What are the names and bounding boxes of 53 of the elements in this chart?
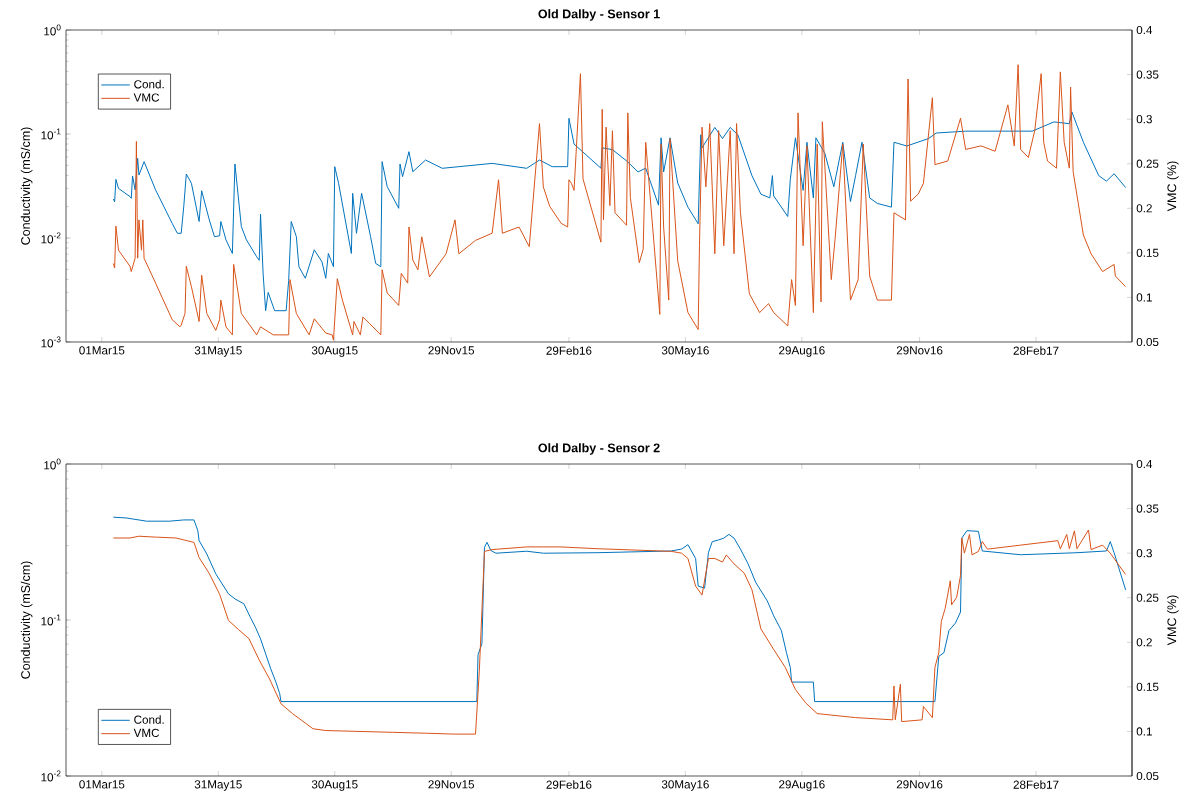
legend-label: Cond. — [134, 715, 164, 724]
y-tick-label: 10$^{0}$ — [44, 458, 61, 470]
y2-tick-label: 0.3 — [1136, 549, 1152, 558]
y2-tick-label: 0.15 — [1136, 248, 1159, 257]
y2-tick-label: 0.15 — [1136, 682, 1159, 691]
y2-tick-label: 0.1 — [1136, 293, 1152, 302]
x-tick-label: 31May15 — [194, 346, 242, 357]
x-tick-label: 28Feb17 — [1013, 346, 1059, 355]
legend-label: VMC — [133, 93, 160, 102]
x-tick-label: 29Nov15 — [428, 346, 475, 355]
x-tick-label: 29Feb16 — [546, 780, 592, 789]
y2-tick-label: 0.25 — [1136, 159, 1159, 168]
y2-tick-label: 0.25 — [1136, 593, 1159, 602]
y2-tick-label: 0.4 — [1136, 25, 1153, 35]
y2-tick-label: 0.4 — [1136, 459, 1153, 469]
x-tick-label: 30Aug15 — [311, 346, 358, 357]
line-series — [112, 64, 1127, 341]
y2-tick-label: 0.2 — [1136, 204, 1152, 213]
x-tick-label: 29Feb16 — [546, 346, 592, 355]
legend-label: Cond. — [134, 79, 164, 89]
chart-title: Old Dalby - Sensor 1 — [538, 9, 660, 21]
y-axis-title: Conductivity (mS/cm) — [20, 127, 33, 245]
x-tick-label: 30May16 — [661, 346, 709, 357]
y2-tick-label: 0.35 — [1136, 504, 1159, 513]
y-tick-label: 10$^{-1}$ — [41, 614, 61, 626]
y-tick-label: 10$^{-2}$ — [41, 232, 61, 244]
chart-title: Old Dalby - Sensor 2 — [538, 443, 660, 455]
y2-tick-label: 0.35 — [1136, 70, 1159, 79]
x-tick-label: 29Nov16 — [896, 780, 943, 789]
y2-tick-label: 0.1 — [1136, 727, 1152, 736]
x-tick-label: 30Aug15 — [311, 780, 358, 791]
x-tick-label: 01Mar15 — [79, 346, 125, 355]
y2-tick-label: 0.2 — [1136, 638, 1152, 647]
y-tick-label: 10$^{-3}$ — [41, 336, 61, 348]
y-axis-title: Conductivity (mS/cm) — [20, 561, 33, 679]
x-tick-label: 29Aug16 — [779, 346, 825, 357]
y2-tick-label: 0.05 — [1136, 337, 1159, 347]
x-tick-label: 30May16 — [661, 780, 709, 791]
x-tick-label: 29Nov15 — [428, 780, 475, 789]
y2-tick-label: 0.3 — [1136, 115, 1152, 124]
x-tick-label: 31May15 — [194, 780, 242, 791]
x-tick-label: 29Nov16 — [896, 346, 943, 355]
y-tick-label: 10$^{0}$ — [44, 24, 61, 36]
legend-label: VMC — [133, 728, 160, 737]
y2-tick-label: 0.05 — [1136, 771, 1159, 781]
y-tick-label: 10$^{-2}$ — [41, 770, 61, 782]
y2-axis-title: VMC (%) — [1167, 161, 1179, 212]
x-tick-label: 28Feb17 — [1013, 780, 1059, 789]
y-tick-label: 10$^{-1}$ — [41, 128, 61, 140]
line-series — [112, 529, 1127, 735]
x-tick-label: 29Aug16 — [779, 780, 825, 791]
y2-axis-title: VMC (%) — [1167, 595, 1179, 646]
x-tick-label: 01Mar15 — [79, 780, 125, 789]
